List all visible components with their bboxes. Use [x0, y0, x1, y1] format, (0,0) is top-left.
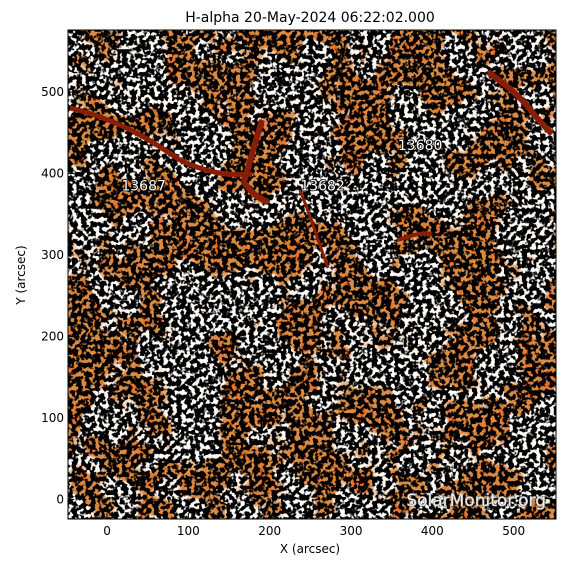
x-tick-label: 300 — [340, 524, 363, 538]
x-tick-label: 200 — [258, 524, 281, 538]
y-tick-label: 500 — [41, 85, 64, 99]
filament-central — [240, 119, 270, 205]
active-region-labels: 13680 13687 13682 — [121, 137, 444, 195]
filaments — [69, 69, 555, 269]
active-region-label: 13680 — [398, 138, 443, 154]
halpha-image: 13680 13687 13682 SolarMonitor.org — [68, 30, 556, 519]
y-tick-label: 200 — [41, 329, 64, 343]
y-axis-ticks: 0 100 200 300 400 500 — [41, 85, 556, 506]
active-region-label: 13687 — [121, 179, 166, 195]
y-tick-label: 300 — [41, 248, 64, 262]
active-region-label: 13682 — [300, 179, 345, 195]
x-tick-label: 0 — [103, 524, 111, 538]
x-tick-label: 500 — [502, 524, 525, 538]
filament-south-diagonal — [298, 189, 330, 269]
watermark: SolarMonitor.org — [406, 491, 546, 511]
x-axis-ticks: 0 100 200 300 400 500 — [103, 30, 525, 538]
filament-east-short — [397, 231, 433, 242]
y-axis-label: Y (arcsec) — [14, 245, 28, 305]
dark-speckle-noise — [68, 30, 556, 519]
filament-west-long — [69, 105, 253, 177]
y-tick-label: 400 — [41, 166, 64, 180]
x-tick-label: 400 — [421, 524, 444, 538]
x-tick-label: 100 — [177, 524, 200, 538]
plot-frame — [67, 29, 557, 520]
image-title: H-alpha 20-May-2024 06:22:02.000 — [185, 10, 435, 26]
y-tick-label: 0 — [56, 492, 64, 506]
x-axis-label: X (arcsec) — [280, 542, 340, 556]
y-tick-label: 100 — [41, 411, 64, 425]
filament-northeast — [486, 69, 555, 137]
